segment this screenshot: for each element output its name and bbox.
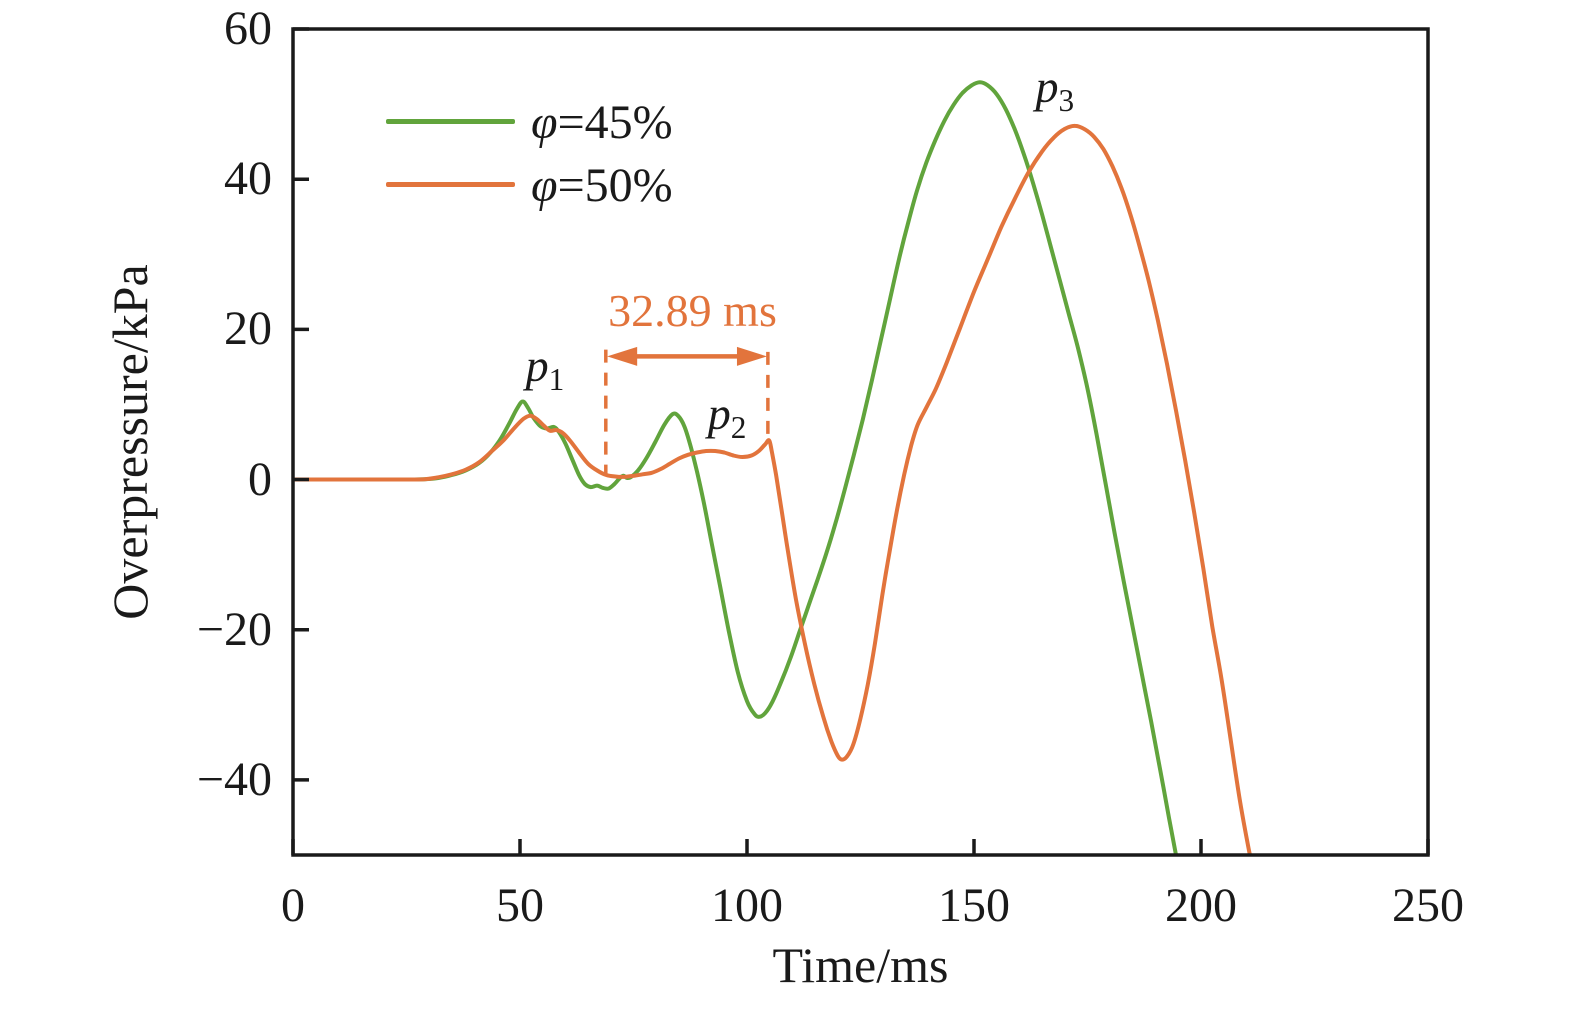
x-tick-label-150: 150	[938, 879, 1010, 932]
legend-line-phi-45	[386, 119, 515, 124]
interval-duration-label: 32.89 ms	[608, 284, 777, 336]
x-tick-label-100: 100	[711, 879, 783, 932]
p2-peak-label: p2	[707, 388, 747, 445]
phi-45-curve	[293, 80, 1178, 855]
legend-line-phi-50	[386, 182, 515, 187]
legend-label-phi-45: φ=45%	[531, 95, 673, 151]
arrowhead-left	[607, 346, 638, 366]
y-tick-label-20: 20	[224, 302, 272, 356]
arrowhead-right	[736, 346, 767, 366]
phi-50-curve	[293, 123, 1253, 855]
x-tick-label-0: 0	[281, 879, 305, 932]
phi-symbol: φ	[531, 159, 558, 212]
plot-border	[291, 27, 1430, 857]
legend-value: =45%	[557, 96, 673, 149]
x-tick-label-250: 250	[1392, 879, 1464, 932]
y-tick-label-0: 0	[248, 452, 272, 506]
phi-symbol: φ	[531, 96, 558, 149]
y-tick-label-40: 40	[224, 152, 272, 206]
y-tick-label-60: 60	[224, 2, 272, 55]
legend-label-phi-50: φ=50%	[531, 158, 673, 214]
y-tick-label-−40: −40	[196, 752, 272, 806]
x-axis-title: Time/ms	[772, 937, 949, 993]
p3-peak-label: p3	[1035, 60, 1075, 118]
legend-value: =50%	[557, 159, 673, 212]
x-tick-label-50: 50	[496, 879, 544, 932]
p1-peak-label: p1	[525, 340, 565, 397]
x-tick-label-200: 200	[1165, 879, 1237, 932]
y-tick-label-−20: −20	[196, 602, 272, 656]
axis-ticks	[291, 27, 1430, 855]
